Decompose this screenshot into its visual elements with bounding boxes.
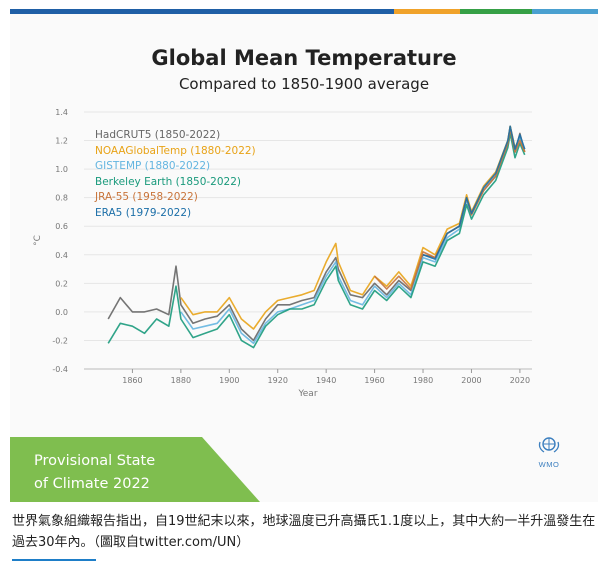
wmo-logo: WMO bbox=[536, 434, 562, 469]
x-tick-label: 2000 bbox=[461, 376, 481, 385]
y-tick-label: 1.2 bbox=[55, 137, 68, 146]
temperature-plot: -0.4 -0.2 0.0 0.2 0.4 0.6 0.8 1.0 1.2 1.4 1860 1880… bbox=[33, 108, 532, 399]
chart-subtitle: Compared to 1850-1900 average bbox=[178, 75, 430, 93]
x-tick-label: 1920 bbox=[268, 376, 288, 385]
chart-legend: HadCRUT5 (1850-2022) NOAAGlobalTemp (1880… bbox=[95, 128, 256, 221]
y-tick-label: 0.4 bbox=[55, 251, 68, 260]
tick-layer: -0.4 -0.2 0.0 0.2 0.4 0.6 0.8 1.0 1.2 1.4 1860 1880… bbox=[33, 108, 530, 399]
legend-entry: NOAAGlobalTemp (1880-2022) bbox=[95, 144, 256, 157]
x-axis-label: Year bbox=[297, 389, 317, 399]
grid-layer bbox=[84, 111, 532, 370]
series-line-1 bbox=[180, 125, 526, 330]
photo-caption: 世界氣象組織報告指出，自19世紀末以來，地球溫度已升高攝氏1.1度以上，其中大約… bbox=[12, 514, 596, 550]
wmo-logo-text: WMO bbox=[538, 460, 560, 469]
top-bar-segment-orange bbox=[394, 9, 460, 14]
y-tick-label: 0.8 bbox=[55, 194, 68, 203]
y-tick-label: 0.6 bbox=[55, 222, 68, 231]
y-axis-label: °C bbox=[33, 235, 43, 246]
y-tick-label: -0.2 bbox=[52, 336, 68, 345]
banner-line-1: Provisional State bbox=[34, 453, 156, 469]
wmo-emblem-icon bbox=[538, 437, 560, 453]
chart-title: Global Mean Temperature bbox=[151, 46, 457, 70]
y-tick-label: -0.4 bbox=[52, 365, 68, 374]
legend-entry: Berkeley Earth (1850-2022) bbox=[95, 175, 241, 188]
x-tick-label: 1880 bbox=[171, 376, 191, 385]
y-tick-label: 0.0 bbox=[55, 308, 68, 317]
top-bar-segment-lightblue bbox=[532, 9, 598, 14]
x-tick-label: 2020 bbox=[510, 376, 530, 385]
x-tick-label: 1980 bbox=[413, 376, 433, 385]
top-bar-segment-blue bbox=[10, 9, 394, 14]
x-tick-label: 1860 bbox=[122, 376, 142, 385]
banner-line-2: of Climate 2022 bbox=[34, 476, 150, 492]
series-line-3 bbox=[107, 132, 526, 349]
chart-figure: Global Mean Temperature Compared to 1850… bbox=[10, 14, 598, 502]
caption-rule bbox=[12, 559, 96, 561]
series-line-5 bbox=[422, 125, 526, 260]
top-color-bar bbox=[10, 9, 598, 14]
legend-entry: ERA5 (1979-2022) bbox=[95, 206, 192, 219]
series-layer bbox=[107, 125, 526, 349]
y-tick-label: 0.2 bbox=[55, 279, 68, 288]
y-tick-label: 1.4 bbox=[55, 108, 68, 117]
top-bar-segment-green bbox=[460, 9, 532, 14]
x-tick-label: 1960 bbox=[364, 376, 384, 385]
y-tick-label: 1.0 bbox=[55, 165, 68, 174]
legend-entry: JRA-55 (1958-2022) bbox=[95, 191, 198, 203]
legend-entry: HadCRUT5 (1850-2022) bbox=[95, 129, 221, 141]
legend-entry: GISTEMP (1880-2022) bbox=[95, 160, 211, 172]
report-banner: Provisional State of Climate 2022 bbox=[34, 450, 155, 496]
x-tick-label: 1940 bbox=[316, 376, 336, 385]
report-banner-shape bbox=[10, 437, 260, 502]
x-tick-label: 1900 bbox=[219, 376, 239, 385]
